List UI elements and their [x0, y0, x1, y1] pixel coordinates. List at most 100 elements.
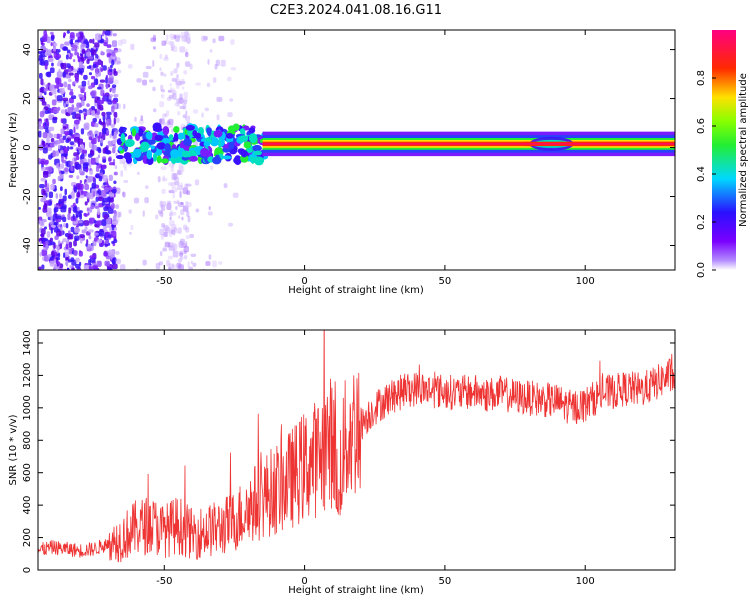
heatmap-cell: [113, 226, 118, 231]
snr-y-tick-label: 400: [22, 496, 33, 515]
heatmap-cell: [68, 241, 73, 249]
snr-y-tick-label: 800: [22, 431, 33, 450]
heatmap-cell: [59, 87, 65, 94]
heatmap-cell: [81, 153, 85, 160]
heatmap-cell: [181, 78, 185, 82]
heatmap-cell: [108, 191, 114, 198]
heatmap-cell: [157, 209, 163, 214]
heatmap-cell: [116, 60, 121, 65]
heatmap-blob: [253, 150, 263, 156]
heatmap-cell: [185, 183, 192, 187]
heatmap-cell: [175, 205, 178, 211]
heatmap-cell: [40, 233, 45, 237]
heatmap-cell: [129, 231, 132, 235]
heatmap-cell: [128, 209, 132, 214]
heatmap-cell: [130, 224, 134, 231]
snr-y-tick-label: 1400: [22, 330, 33, 355]
heatmap-cell: [73, 186, 78, 193]
heatmap-cell: [184, 250, 187, 255]
heatmap-cell: [86, 65, 91, 69]
heatmap-cell: [50, 137, 55, 143]
heatmap-cell: [70, 38, 73, 45]
heatmap-cell: [113, 111, 118, 118]
heatmap-cell: [186, 37, 191, 44]
heatmap-x-ticks: -50 0 50 100: [156, 30, 595, 287]
heatmap-cell: [160, 84, 164, 91]
heatmap-y-tick-label: -40: [22, 237, 33, 253]
heatmap-cell: [75, 123, 79, 130]
heatmap-cell: [76, 192, 81, 198]
heatmap-cell: [93, 63, 97, 69]
heatmap-cell: [155, 262, 161, 270]
heatmap-cell: [184, 183, 189, 189]
heatmap-cell: [78, 250, 83, 257]
heatmap-cell: [44, 241, 49, 246]
heatmap-cell: [78, 109, 83, 114]
heatmap-cell: [95, 165, 100, 172]
heatmap-cell: [112, 33, 117, 37]
heatmap-cell: [218, 261, 223, 265]
heatmap-cell: [55, 215, 62, 220]
heatmap-cell: [160, 93, 165, 99]
heatmap-blob: [177, 132, 185, 140]
heatmap-cell: [162, 177, 168, 182]
heatmap-cell: [99, 104, 104, 111]
heatmap-cell: [51, 62, 54, 67]
heatmap-cell: [47, 253, 52, 258]
heatmap-cell: [179, 252, 184, 257]
heatmap-cell: [86, 58, 90, 64]
heatmap-cell: [223, 183, 228, 189]
heatmap-cell: [68, 174, 74, 178]
heatmap-cell: [160, 201, 167, 207]
heatmap-cell: [163, 224, 169, 231]
heatmap-cell: [209, 49, 213, 53]
heatmap-cell: [50, 35, 55, 42]
heatmap-cell: [173, 200, 180, 204]
heatmap-cell: [161, 222, 166, 228]
heatmap-cell: [111, 51, 116, 57]
heatmap-cell: [40, 178, 46, 182]
heatmap-cell: [113, 117, 116, 125]
heatmap-cell: [56, 133, 61, 139]
heatmap-cell: [58, 200, 64, 205]
heatmap-cell: [111, 40, 118, 48]
heatmap-cell: [168, 40, 171, 45]
heatmap-cell: [192, 262, 197, 268]
heatmap-cell: [99, 38, 105, 44]
heatmap-blob: [134, 133, 141, 141]
heatmap-blob: [120, 133, 126, 143]
heatmap-cell: [108, 162, 115, 166]
heatmap-cell: [122, 191, 126, 198]
heatmap-cell: [97, 135, 100, 143]
heatmap-blob: [227, 125, 236, 133]
heatmap-cell: [88, 266, 92, 270]
heatmap-blob: [188, 155, 198, 162]
heatmap-frame: [37, 29, 676, 271]
heatmap-cell: [101, 111, 106, 117]
heatmap-cell: [80, 100, 85, 107]
heatmap-cell: [45, 159, 49, 165]
snr-y-tick-label: 1000: [22, 395, 33, 420]
heatmap-cell: [115, 258, 121, 265]
heatmap-cell: [122, 160, 128, 168]
heatmap-cell: [44, 203, 47, 209]
heatmap-cell: [175, 80, 182, 87]
heatmap-cell: [184, 31, 189, 38]
heatmap-blob: [164, 143, 171, 152]
heatmap-cell: [182, 243, 188, 248]
heatmap-cell: [169, 216, 172, 221]
heatmap-cell: [75, 163, 81, 170]
heatmap-cell: [96, 260, 102, 268]
heatmap-cell: [178, 97, 184, 104]
heatmap-cell: [172, 90, 177, 95]
heatmap-cell: [102, 175, 108, 182]
heatmap-cell: [57, 176, 61, 182]
heatmap-cell: [177, 202, 184, 208]
heatmap-cell: [119, 158, 126, 165]
heatmap-cell: [56, 54, 62, 59]
heatmap-cell: [50, 251, 55, 257]
heatmap-cell: [172, 191, 175, 199]
heatmap-cell: [102, 159, 107, 163]
heatmap-cell: [179, 240, 184, 247]
heatmap-cell: [115, 103, 121, 110]
